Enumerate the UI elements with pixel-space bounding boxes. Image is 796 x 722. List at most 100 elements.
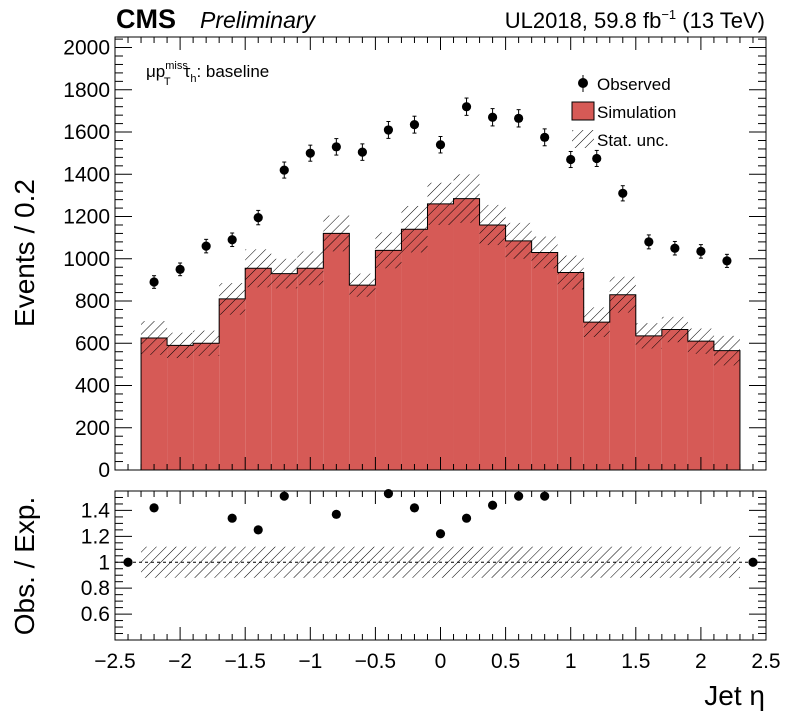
ratio-point bbox=[331, 509, 341, 519]
stat-unc-box bbox=[323, 215, 350, 252]
simulation-bar bbox=[505, 240, 532, 470]
stat-unc-box bbox=[375, 232, 402, 269]
stat-unc-box bbox=[531, 236, 558, 269]
simulation-histogram bbox=[140, 198, 741, 471]
stat-unc-box bbox=[661, 316, 688, 343]
x-tick-label: −2 bbox=[168, 650, 192, 673]
stat-unc-box bbox=[427, 182, 454, 225]
observed-point bbox=[592, 153, 602, 164]
x-tick-label: 2 bbox=[695, 650, 707, 673]
stat-unc-box bbox=[583, 307, 610, 337]
main-y-tick-label: 1400 bbox=[63, 163, 110, 186]
ratio-panel: 0.6 0.8 1 1.2 1.4 −2.5 −2 −1.5 −1 −0.5 0 0.5 1 1.5 2 2.… bbox=[9, 488, 781, 711]
annotation-mu: μ bbox=[146, 62, 156, 81]
stat-unc-box bbox=[453, 174, 480, 223]
simulation-bar bbox=[141, 337, 168, 470]
ratio-y-tick-label: 1.2 bbox=[81, 525, 110, 548]
stat-unc-box bbox=[245, 249, 272, 288]
main-y-tick-label: 1000 bbox=[63, 248, 110, 271]
lumi-suffix: (13 TeV) bbox=[676, 8, 765, 33]
main-y-tick-label: 1600 bbox=[63, 121, 110, 144]
stat-unc-box bbox=[297, 251, 324, 286]
ratio-points bbox=[123, 488, 758, 567]
observed-point bbox=[383, 125, 394, 135]
legend: Observed Simulation Stat. unc. bbox=[571, 75, 676, 150]
annotation-tau: τ bbox=[184, 62, 191, 81]
stat-unc-box bbox=[219, 283, 246, 315]
observed-point bbox=[514, 113, 524, 123]
stat-unc-box bbox=[557, 255, 584, 290]
legend-observed: Observed bbox=[578, 75, 671, 94]
stat-unc-box bbox=[505, 222, 532, 259]
ratio-frame bbox=[114, 490, 767, 641]
simulation-bar bbox=[661, 329, 688, 470]
legend-simulation: Simulation bbox=[571, 101, 676, 122]
annotation-p-sub: T bbox=[164, 76, 171, 88]
x-tick-label: −1 bbox=[298, 650, 322, 673]
ratio-point bbox=[435, 529, 446, 539]
main-y-tick-label: 2000 bbox=[63, 37, 110, 60]
observed-point bbox=[618, 188, 628, 198]
ratio-point bbox=[409, 503, 420, 513]
stat-unc-box bbox=[609, 276, 636, 313]
x-tick-label: 1.5 bbox=[621, 650, 650, 673]
stat-unc-box bbox=[713, 335, 740, 366]
ratio-y-tick-label: 1.4 bbox=[81, 499, 111, 522]
observed-point bbox=[357, 147, 367, 157]
observed-point bbox=[201, 241, 211, 251]
ratio-y-axis-label: Obs. / Exp. bbox=[9, 497, 40, 636]
simulation-bar bbox=[427, 203, 454, 471]
simulation-bar bbox=[609, 294, 636, 470]
simulation-bar bbox=[635, 335, 662, 470]
ratio-axis-ticks: 0.6 0.8 1 1.2 1.4 −2.5 −2 −1.5 −1 −0.5 0 0.5 1 1.5 2 2.… bbox=[81, 491, 781, 673]
simulation-bar bbox=[271, 273, 298, 470]
observed-point bbox=[149, 277, 159, 287]
stat-unc-box bbox=[193, 330, 220, 356]
x-tick-label: 0.5 bbox=[491, 650, 520, 673]
observed-point bbox=[175, 264, 185, 274]
ratio-point bbox=[149, 503, 159, 513]
observed-point bbox=[722, 256, 732, 266]
observed-point bbox=[540, 132, 550, 142]
observed-point bbox=[461, 102, 472, 112]
stat-unc-box bbox=[271, 258, 298, 289]
x-axis-label: Jet η bbox=[704, 680, 765, 711]
observed-point bbox=[227, 235, 237, 245]
legend-stat-unc: Stat. unc. bbox=[572, 130, 669, 150]
observed-point bbox=[487, 112, 498, 122]
main-panel: 0 200 400 600 800 1000 1200 1400 1600 1800 2000 μp… bbox=[9, 36, 767, 482]
simulation-bar bbox=[245, 268, 272, 470]
simulation-bar bbox=[297, 268, 324, 470]
legend-observed-marker bbox=[578, 78, 588, 88]
legend-observed-label: Observed bbox=[597, 75, 671, 94]
stat-unc-box bbox=[401, 205, 428, 253]
main-y-tick-label: 600 bbox=[75, 332, 110, 355]
stat-unc-box bbox=[349, 273, 376, 297]
legend-stat-unc-label: Stat. unc. bbox=[597, 131, 669, 150]
simulation-bar bbox=[375, 250, 402, 470]
annotation-p-sup: miss bbox=[165, 60, 188, 72]
ratio-point bbox=[461, 513, 472, 523]
simulation-bar bbox=[219, 298, 246, 470]
observed-point bbox=[670, 243, 680, 253]
observed-point bbox=[331, 142, 341, 152]
main-y-tick-label: 200 bbox=[75, 417, 110, 440]
main-y-tick-label: 1200 bbox=[63, 206, 110, 229]
luminosity-label: UL2018, 59.8 fb−1 (13 TeV) bbox=[505, 7, 765, 33]
observed-point bbox=[644, 237, 654, 247]
simulation-bar bbox=[167, 345, 194, 470]
selection-annotation: μpmiss Tτh: baseline bbox=[146, 60, 269, 88]
observed-points bbox=[149, 97, 732, 289]
annotation-suffix: : baseline bbox=[196, 62, 269, 81]
main-frame bbox=[114, 36, 767, 471]
simulation-bar bbox=[349, 285, 376, 470]
legend-simulation-label: Simulation bbox=[597, 103, 676, 122]
simulation-bar bbox=[401, 229, 428, 470]
observed-point bbox=[409, 120, 420, 130]
annotation-tau-sub: h bbox=[190, 73, 196, 85]
observed-point bbox=[305, 148, 315, 158]
x-tick-label: −0.5 bbox=[355, 650, 396, 673]
stat-unc-box bbox=[635, 323, 662, 349]
ratio-point bbox=[253, 525, 263, 535]
